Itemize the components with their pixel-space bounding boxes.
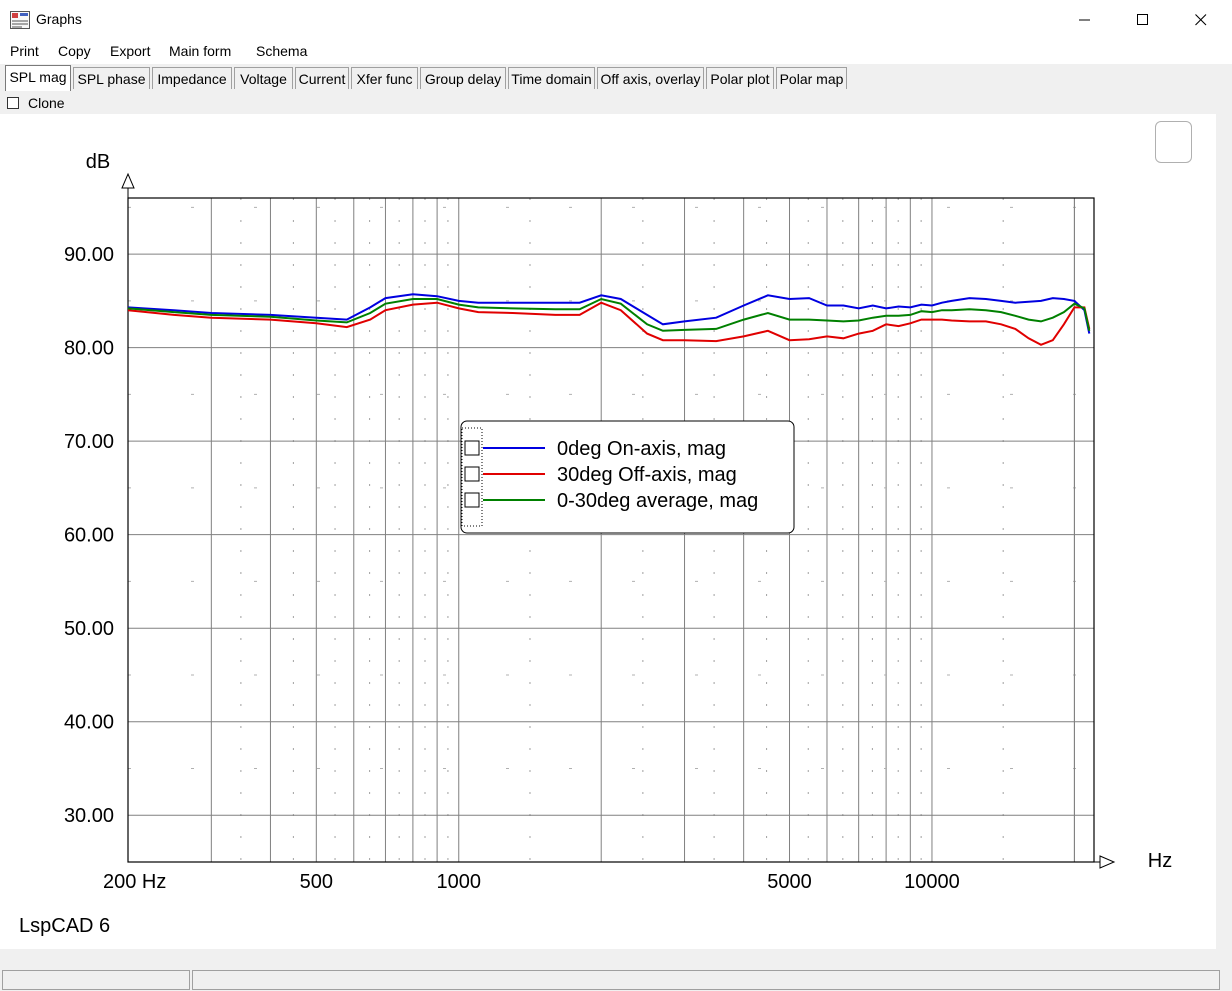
clone-checkbox[interactable] [7, 97, 19, 109]
y-tick-label: 90.00 [64, 244, 114, 266]
minimize-icon [1079, 19, 1090, 21]
status-bar [0, 967, 1232, 991]
graph-panel: dB Hz 90.00 80.00 70.00 60.00 50.00 40.00 30.00 2… [0, 114, 1232, 949]
y-tick-label: 80.00 [64, 338, 114, 360]
spl-chart: dB Hz 90.00 80.00 70.00 60.00 50.00 40.00 30.00 2… [19, 151, 1172, 937]
y-tick-label: 40.00 [64, 712, 114, 734]
right-border [1216, 114, 1232, 949]
menu-print[interactable]: Print [10, 43, 39, 59]
app-icon [10, 11, 30, 29]
legend-checkbox-0 [464, 440, 480, 456]
close-icon [1195, 14, 1207, 26]
x-tick-label: 1000 [437, 871, 482, 893]
x-tick-label: 10000 [904, 871, 960, 893]
x-axis-arrow-icon [1099, 855, 1116, 869]
y-axis-label: dB [86, 151, 110, 173]
tab-strip: SPL mag SPL phase Impedance Voltage Curr… [0, 64, 1232, 92]
x-axis-label: Hz [1148, 850, 1172, 872]
legend-focus-rect [461, 427, 483, 527]
legend-checkbox-2 [464, 492, 480, 508]
legend-checkbox-1 [464, 466, 480, 482]
x-tick-label: 500 [300, 871, 333, 893]
tab-off-axis-overlay[interactable]: Off axis, overlay [597, 67, 704, 89]
status-panel-main [192, 970, 1220, 990]
x-tick-label: 5000 [767, 871, 812, 893]
tab-polar-plot[interactable]: Polar plot [706, 67, 774, 89]
menu-schema[interactable]: Schema [256, 43, 308, 59]
series-line-0 [127, 293, 1091, 334]
menu-copy[interactable]: Copy [58, 43, 91, 59]
legend-label-0: 0deg On-axis, mag [557, 438, 726, 460]
clone-label: Clone [28, 95, 65, 111]
y-axis-arrow-icon [121, 172, 135, 189]
bottom-margin [0, 949, 1232, 967]
tab-xfer-func[interactable]: Xfer func [351, 67, 418, 89]
maximize-button[interactable] [1114, 0, 1172, 40]
y-tick-label: 30.00 [64, 805, 114, 827]
menu-main-form[interactable]: Main form [169, 43, 232, 59]
clone-row: Clone [0, 92, 1232, 114]
title-bar: Graphs [0, 0, 1232, 40]
x-tick-label: 200 Hz [103, 871, 166, 893]
maximize-icon [1137, 14, 1148, 25]
legend-label-2: 0-30deg average, mag [557, 490, 758, 512]
y-tick-label: 60.00 [64, 525, 114, 547]
y-tick-label: 70.00 [64, 431, 114, 453]
watermark-label: LspCAD 6 [19, 915, 110, 937]
plot-frame [127, 197, 1095, 863]
legend-label-1: 30deg Off-axis, mag [557, 464, 737, 486]
tab-voltage[interactable]: Voltage [234, 67, 293, 89]
series-line-1 [127, 301, 1091, 346]
tab-spl-mag[interactable]: SPL mag [5, 65, 71, 91]
tab-group-delay[interactable]: Group delay [420, 67, 506, 89]
series-line-2 [127, 297, 1091, 332]
tab-current[interactable]: Current [295, 67, 349, 89]
tab-impedance[interactable]: Impedance [152, 67, 232, 89]
close-button[interactable] [1172, 0, 1230, 40]
chart-option-button[interactable] [1155, 121, 1192, 163]
tab-time-domain[interactable]: Time domain [508, 67, 595, 89]
tab-spl-phase[interactable]: SPL phase [73, 67, 150, 89]
y-tick-label: 50.00 [64, 618, 114, 640]
menu-bar: Print Copy Export Main form Schema [0, 40, 1232, 64]
window-title: Graphs [36, 11, 82, 27]
minimize-button[interactable] [1056, 0, 1114, 40]
status-panel-left [2, 970, 190, 990]
menu-export[interactable]: Export [110, 43, 151, 59]
tab-polar-map[interactable]: Polar map [776, 67, 847, 89]
